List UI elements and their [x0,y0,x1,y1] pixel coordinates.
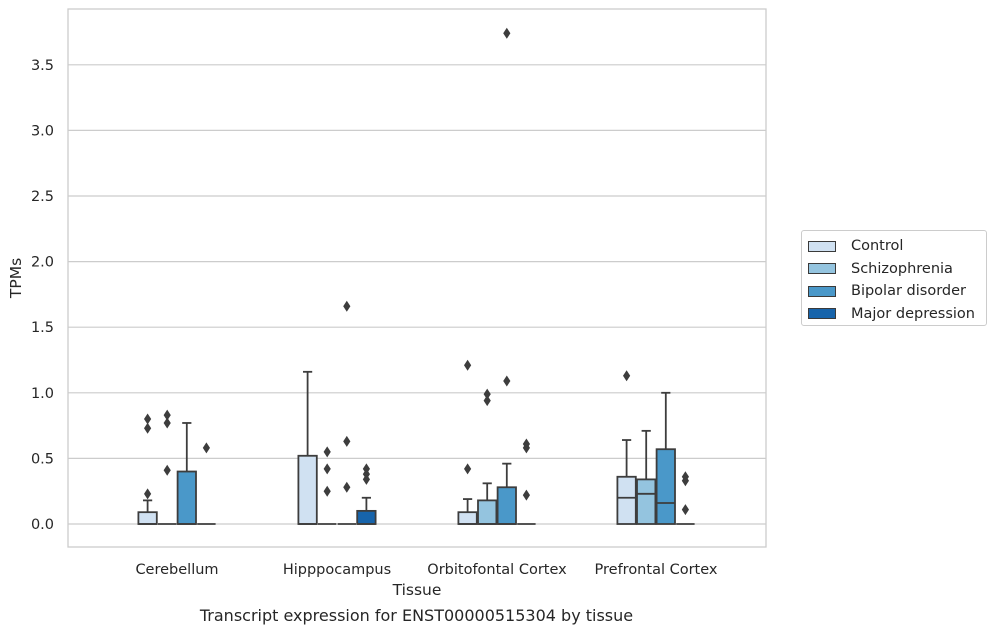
iqr-box [176,470,197,525]
outlier-point [163,464,171,476]
legend-item: Major depression [808,303,986,326]
iqr-box [616,475,637,525]
outlier-point [522,438,530,450]
legend-swatch [808,240,836,252]
box-1-0 [297,370,318,525]
box-plot-series [137,370,695,525]
outlier-point [464,359,472,371]
box-2-2 [496,462,517,525]
y-tick-label: 3.5 [31,58,54,74]
legend-swatch [808,263,836,275]
y-tick-label: 1.0 [31,386,54,402]
y-tick-label: 3.0 [31,123,54,139]
y-tick-label: 0.5 [31,451,54,467]
outlier-point [483,388,491,400]
grid-lines [68,64,766,525]
y-tick-labels: 0.0 0.5 1.0 1.5 2.0 2.5 3.0 3.5 [31,58,54,533]
outlier-point [483,395,491,407]
figure-caption: Transcript expression for ENST0000051530… [199,606,634,625]
outlier-point [503,375,511,387]
iqr-box [137,511,158,525]
outlier-markers [144,27,689,516]
outlier-point [522,489,530,501]
outlier-point [343,481,351,493]
outlier-point [681,471,689,483]
x-axis-label: Tissue [392,581,442,599]
outlier-point [144,422,152,434]
box-0-0 [137,499,158,525]
x-tick-label: Orbitofontal Cortex [427,562,567,578]
outlier-point [503,27,511,39]
x-tick-labels: Cerebellum Hipppocampus Orbitofontal Corte… [135,562,717,578]
legend-label: Schizophrenia [851,260,953,277]
y-tick-label: 1.5 [31,320,54,336]
legend-swatch [808,308,836,320]
box-0-2 [176,422,197,525]
legend: Control Schizophrenia Bipolar disorder Majo… [801,230,987,326]
iqr-box [496,486,517,525]
x-tick-label: Prefrontal Cortex [595,562,718,578]
outlier-point [144,413,152,425]
iqr-box [457,511,478,525]
outlier-point [323,485,331,497]
outlier-point [343,300,351,312]
outlier-point [464,463,472,475]
box-3-1 [636,429,657,525]
iqr-box [356,509,377,525]
iqr-box [477,499,498,525]
legend-item: Schizophrenia [808,258,986,281]
legend-item: Control [808,235,986,258]
box-3-0 [616,439,637,525]
legend-item: Bipolar disorder [808,280,986,303]
outlier-point [681,504,689,516]
legend-swatch [808,285,836,297]
iqr-box [655,448,676,525]
outlier-point [343,435,351,447]
iqr-box [636,478,657,525]
box-2-1 [477,482,498,525]
outlier-point [144,488,152,500]
outlier-point [623,370,631,382]
legend-label: Bipolar disorder [851,283,966,300]
box-2-0 [457,498,478,525]
x-tick-label: Hipppocampus [283,562,391,578]
y-tick-label: 0.0 [31,517,54,533]
x-tick-label: Cerebellum [135,562,218,578]
y-axis-label: TPMs [7,258,25,299]
iqr-box [297,454,318,525]
outlier-point [323,446,331,458]
y-tick-label: 2.0 [31,255,54,271]
outlier-point [163,409,171,421]
outlier-point [323,463,331,475]
plot-frame [67,8,767,548]
outlier-point [163,417,171,429]
y-tick-label: 2.5 [31,189,54,205]
box-3-2 [655,391,676,525]
legend-label: Major depression [851,305,975,322]
legend-label: Control [851,238,904,255]
box-1-3 [356,496,377,525]
outlier-point [362,463,370,475]
outlier-point [202,442,210,454]
